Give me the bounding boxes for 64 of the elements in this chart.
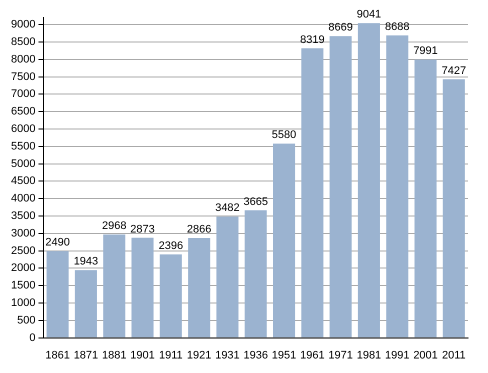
bar [301, 48, 324, 338]
y-tick-label: 6500 [10, 106, 36, 118]
y-tick-label: 500 [17, 314, 36, 326]
y-tick-label: 3500 [10, 210, 36, 222]
y-tick-label: 7000 [10, 88, 36, 100]
y-tick-label: 0 [29, 332, 36, 344]
y-tick-label: 8000 [10, 53, 36, 66]
data-label: 8319 [300, 34, 325, 46]
data-label: 2866 [186, 224, 212, 236]
x-tick-label: 1901 [130, 349, 155, 362]
x-tick-label: 1936 [243, 349, 268, 362]
x-tick-label: 1971 [328, 349, 353, 362]
y-tick-label: 9000 [10, 18, 36, 31]
x-tick-label: 1991 [385, 349, 410, 362]
data-label: 2396 [158, 240, 184, 252]
x-tick-label: 2001 [413, 349, 438, 362]
x-tick-label: 1921 [186, 349, 212, 362]
data-label: 5580 [272, 129, 296, 142]
data-label: 7991 [413, 45, 438, 58]
data-label: 3665 [243, 196, 268, 208]
y-tick-label: 7500 [10, 70, 36, 83]
bar [414, 60, 437, 338]
x-tick-label: 1871 [74, 349, 98, 362]
bar [386, 35, 408, 338]
bar [131, 238, 154, 338]
data-label: 9041 [356, 8, 382, 21]
y-tick-label: 8500 [10, 36, 36, 48]
bar [273, 144, 296, 338]
data-label: 3482 [215, 202, 240, 214]
x-tick-label: 1881 [102, 349, 126, 362]
data-label: 2968 [102, 220, 126, 232]
y-tick-label: 3000 [10, 227, 36, 240]
y-tick-label: 4500 [10, 175, 36, 188]
bar [103, 234, 126, 338]
bar [358, 23, 380, 338]
y-tick-label: 2000 [10, 262, 36, 274]
data-label: 7427 [442, 64, 466, 77]
y-tick-label: 1000 [10, 297, 36, 310]
y-tick-label: 5500 [10, 140, 36, 152]
bar [46, 251, 69, 338]
data-label: 1943 [74, 256, 98, 268]
data-label: 2873 [130, 223, 155, 236]
y-tick-label: 2500 [10, 244, 36, 257]
data-label: 8688 [385, 20, 410, 33]
x-tick-label: 1961 [300, 349, 325, 362]
data-label: 2490 [45, 236, 70, 249]
bar [216, 216, 238, 338]
x-tick-label: 1931 [215, 349, 240, 362]
x-tick-label: 1981 [356, 349, 382, 362]
x-tick-label: 2011 [442, 349, 466, 362]
y-tick-label: 6000 [10, 123, 36, 136]
bar [160, 254, 182, 338]
x-tick-label: 1951 [272, 349, 296, 362]
bar [188, 238, 210, 338]
x-tick-label: 1911 [159, 349, 183, 362]
bar [74, 270, 97, 338]
y-tick-label: 5000 [10, 158, 36, 170]
x-tick-label: 1861 [45, 349, 70, 362]
bar [442, 79, 465, 338]
data-label: 8669 [328, 22, 353, 34]
bar [244, 210, 267, 338]
bar [330, 36, 352, 338]
y-tick-label: 4000 [10, 192, 36, 205]
y-tick-label: 1500 [10, 280, 36, 292]
